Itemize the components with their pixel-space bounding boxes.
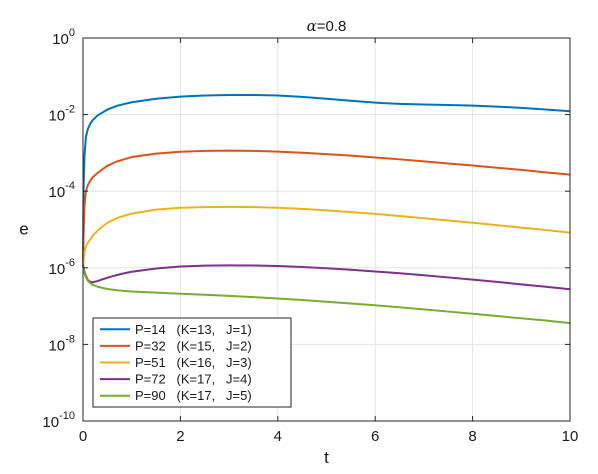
x-tick-label: 8: [468, 428, 476, 445]
series-line-3: [82, 205, 571, 268]
y-tick-label: 10-4: [49, 180, 75, 201]
y-axis-label: e: [19, 220, 28, 239]
y-tick-label: 10-6: [49, 257, 75, 278]
x-tick-label: 10: [562, 428, 579, 445]
y-tick-label: 10-10: [42, 410, 75, 431]
chart-title: α=0.8: [307, 17, 347, 35]
series-lines: [82, 93, 571, 325]
y-tick-label-base: 10: [49, 337, 66, 354]
series-line-1: [82, 93, 571, 268]
title-alpha: α: [307, 17, 317, 35]
y-tick-label-exponent: -10: [59, 410, 75, 422]
title-value: =0.8: [317, 18, 347, 35]
y-tick-label-exponent: -6: [65, 257, 75, 269]
y-tick-label-base: 10: [49, 108, 66, 125]
axes-frame: [82, 37, 571, 422]
x-tick-label: 4: [274, 428, 282, 445]
y-tick-label: 100: [52, 27, 75, 48]
y-tick-label-base: 10: [49, 261, 66, 278]
x-tick-label: 6: [371, 428, 379, 445]
x-tick-label: 0: [79, 428, 87, 445]
legend: P=14 (K=13, J=1)P=32 (K=15, J=2) P=51 (K=…: [92, 317, 292, 408]
legend-entry: P=72 (K=17, J=4): [135, 372, 252, 387]
series-line-5: [82, 266, 571, 325]
y-tick-label-exponent: 0: [69, 27, 75, 39]
y-tick-label-base: 10: [52, 31, 69, 48]
x-tick-labels: 0 2 4 6 8 10: [79, 428, 579, 445]
y-tick-label: 10-2: [49, 104, 75, 125]
x-tick-label: 2: [176, 428, 184, 445]
y-tick-label-base: 10: [42, 414, 59, 431]
series-line-4: [82, 264, 571, 291]
tick-marks: [82, 37, 571, 422]
y-tick-label-exponent: -2: [65, 104, 75, 116]
legend-entry: P=90 (K=17, J=5): [135, 388, 252, 403]
y-tick-label-base: 10: [49, 184, 66, 201]
y-tick-label-exponent: -8: [65, 333, 75, 345]
legend-entry: P=14 (K=13, J=1): [135, 322, 252, 337]
legend-entry: P=51 (K=16, J=3): [135, 355, 252, 370]
legend-entry: P=32 (K=15, J=2): [135, 338, 252, 353]
y-tick-label-exponent: -4: [65, 180, 75, 192]
y-tick-label: 10-8: [49, 333, 75, 354]
series-line-2: [82, 149, 571, 268]
x-axis-label: t: [324, 448, 329, 467]
